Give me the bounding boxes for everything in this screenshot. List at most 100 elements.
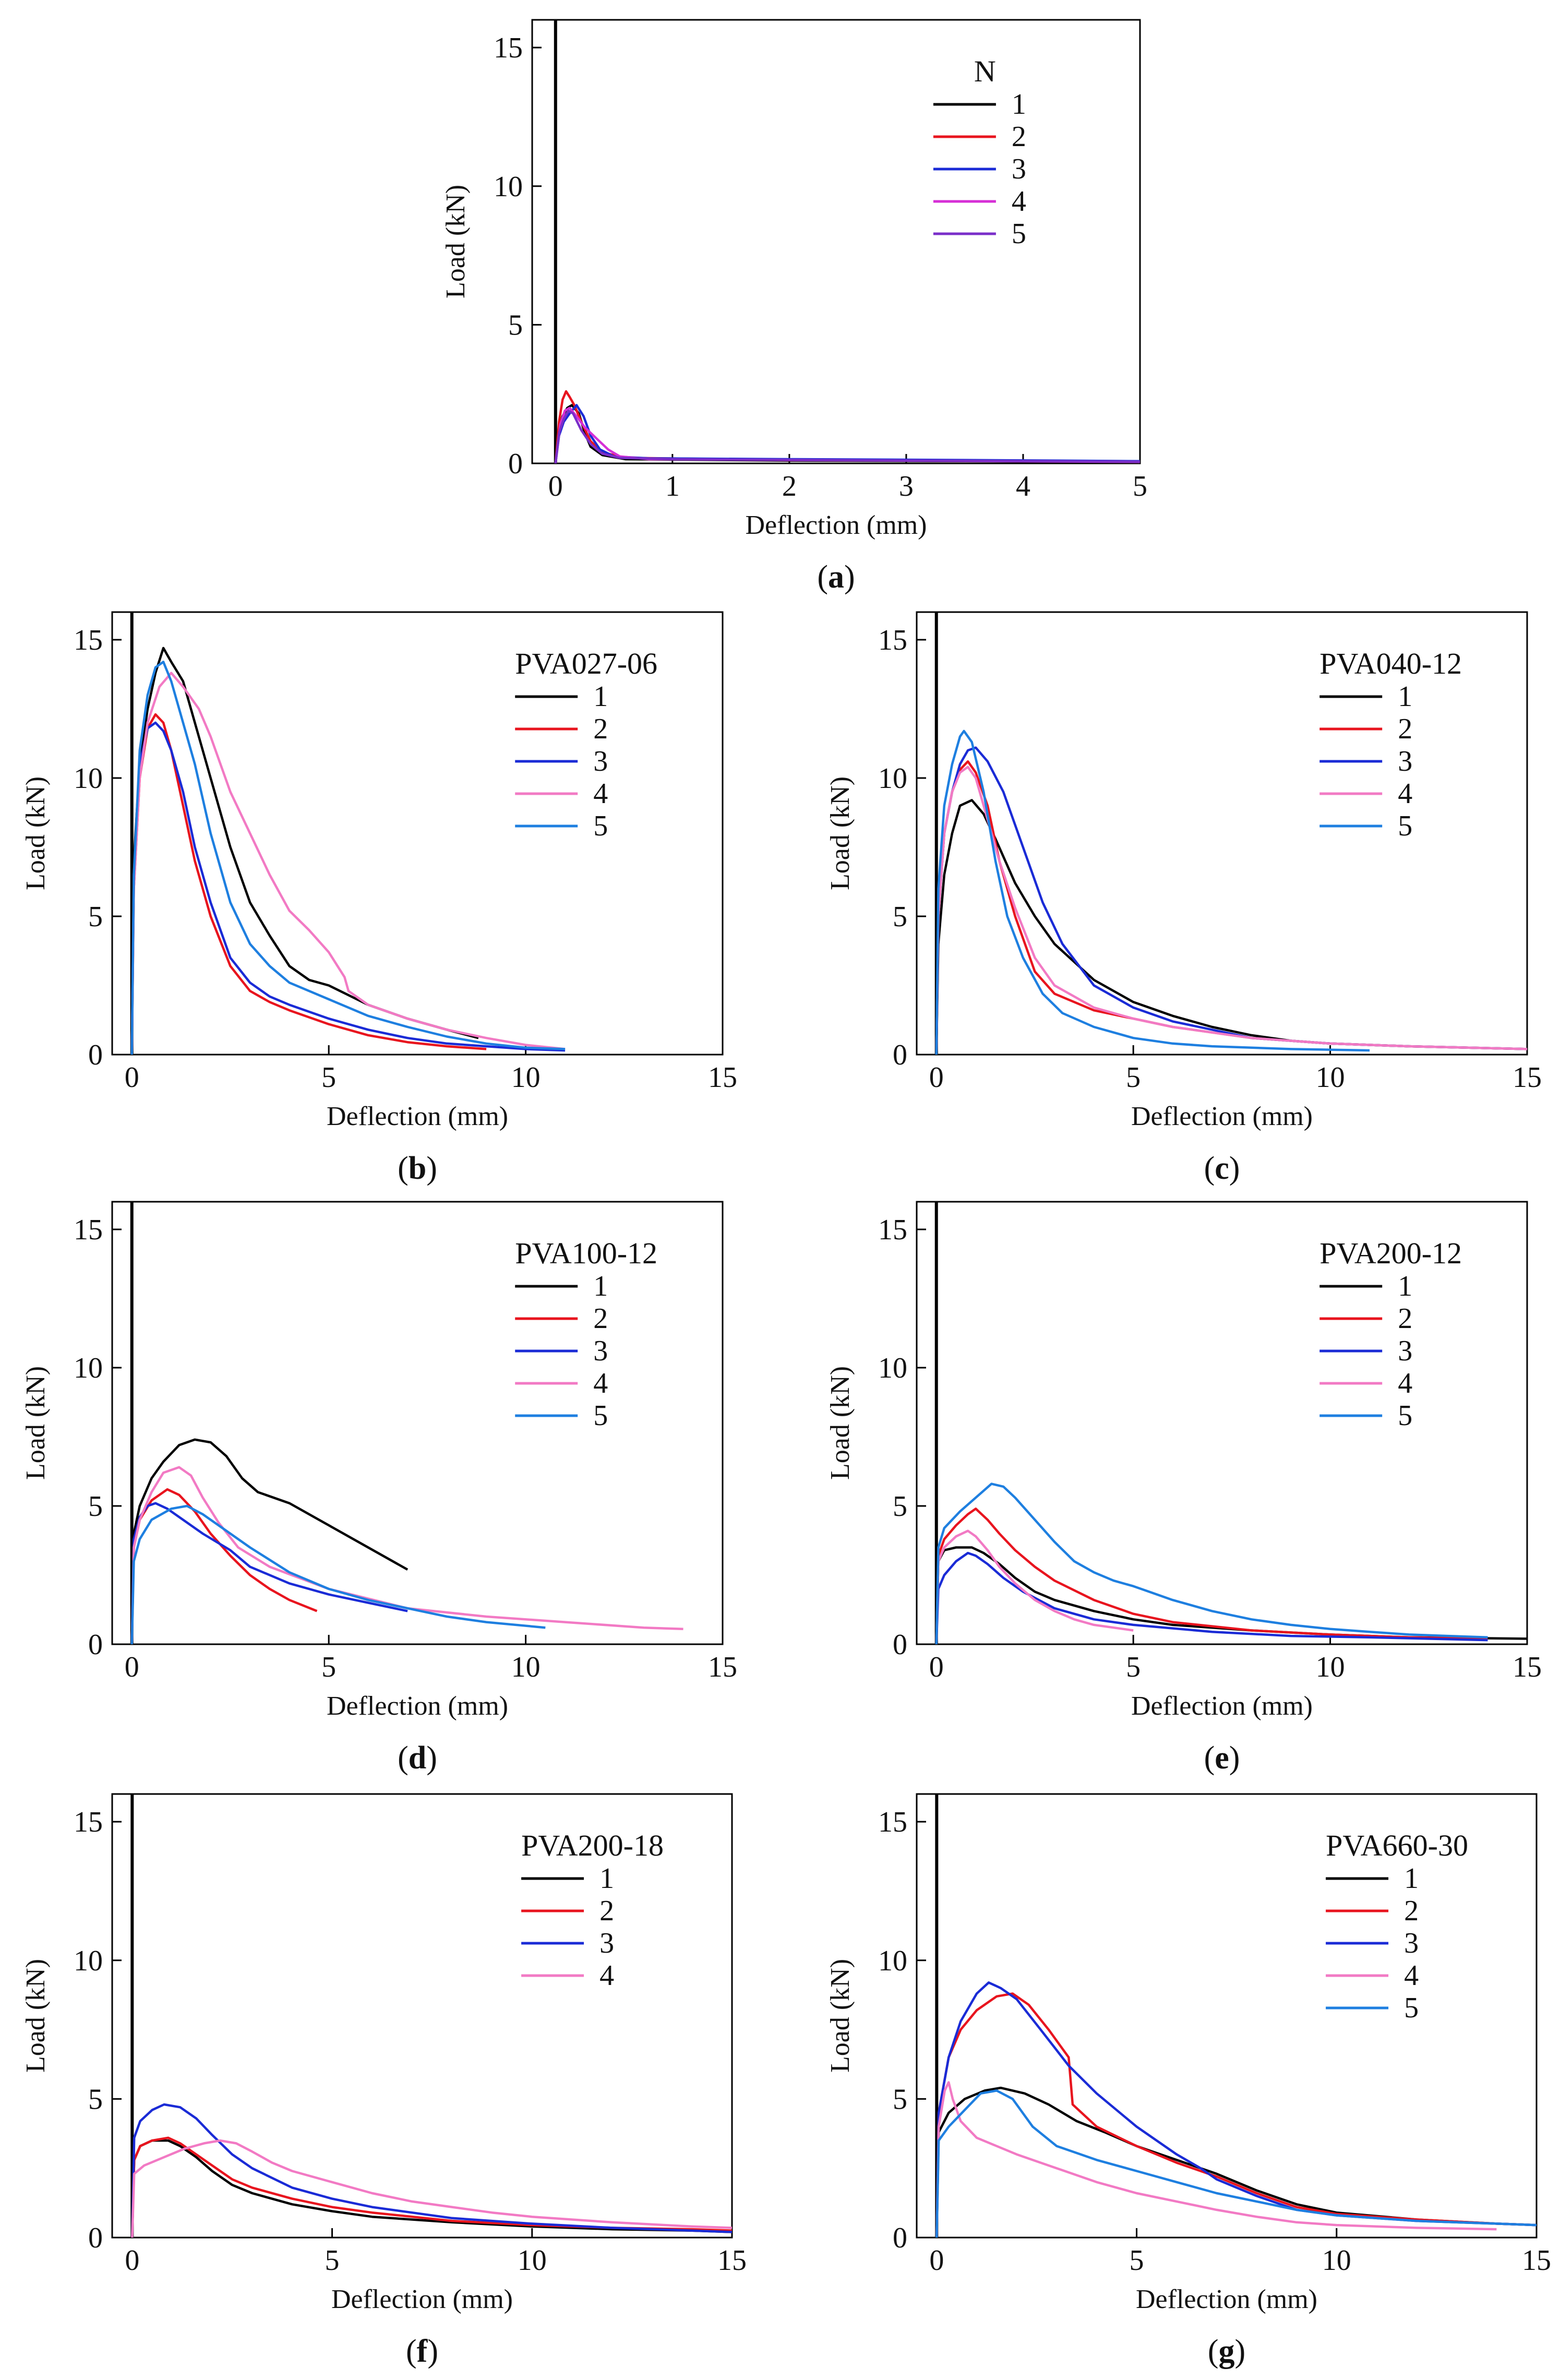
y-tick-label: 5 <box>893 1490 907 1523</box>
x-axis-label: Deflection (mm) <box>1136 2285 1317 2314</box>
y-axis-label: Load (kN) <box>21 1366 51 1480</box>
y-axis-label: Load (kN) <box>825 776 855 890</box>
x-tick-label: 1 <box>665 470 680 503</box>
plot-frame <box>531 19 1141 464</box>
caption-close: ) <box>1229 1740 1240 1776</box>
y-tick-label: 10 <box>878 762 907 795</box>
legend-label-2: 2 <box>1404 1895 1419 1927</box>
y-axis-label: Load (kN) <box>825 1959 855 2073</box>
caption-close: ) <box>844 559 855 595</box>
y-tick-label: 10 <box>74 1352 103 1384</box>
plot-frame <box>111 611 724 1056</box>
y-tick-label: 0 <box>893 2222 907 2254</box>
x-tick-label: 0 <box>125 2244 139 2277</box>
y-tick-label: 15 <box>74 1214 103 1246</box>
y-tick-label: 5 <box>88 2083 103 2115</box>
caption-letter: b <box>409 1151 426 1186</box>
series-line-4 <box>130 672 566 1055</box>
series-line-4 <box>935 2081 1497 2238</box>
x-tick-label: 5 <box>1133 470 1147 503</box>
caption-open: ( <box>398 1151 409 1186</box>
legend-label-4: 4 <box>1012 185 1026 218</box>
caption-close: ) <box>426 1740 437 1776</box>
x-tick-label: 10 <box>511 1061 541 1094</box>
plot-frame <box>111 1793 733 2239</box>
series-line-3 <box>131 2103 732 2238</box>
y-tick-label: 10 <box>878 1352 907 1384</box>
y-tick-label: 10 <box>74 1945 103 1977</box>
legend-label-2: 2 <box>1012 121 1026 153</box>
caption-open: ( <box>1204 1740 1215 1776</box>
legend-label-4: 4 <box>593 1367 608 1400</box>
series-line-2 <box>131 2136 732 2238</box>
y-tick-label: 5 <box>508 309 523 341</box>
series-line-3 <box>130 1502 408 1644</box>
legend-label-5: 5 <box>593 1400 608 1432</box>
panel-caption: (c) <box>1204 1151 1240 1186</box>
x-tick-label: 0 <box>125 1061 139 1094</box>
y-tick-label: 10 <box>878 1945 907 1977</box>
y-tick-label: 15 <box>494 32 523 64</box>
series-line-1 <box>130 647 479 1055</box>
series-line-3 <box>554 404 1140 463</box>
legend-label-2: 2 <box>593 713 608 745</box>
x-tick-label: 5 <box>1126 1061 1141 1094</box>
series-group <box>935 1981 1537 2238</box>
caption-open: ( <box>817 559 828 595</box>
x-tick-label: 15 <box>717 2244 747 2277</box>
y-tick-label: 0 <box>88 1629 103 1661</box>
plot-frame <box>916 1793 1538 2239</box>
caption-letter: f <box>417 2334 428 2369</box>
y-tick-label: 10 <box>494 171 523 203</box>
y-tick-label: 15 <box>74 624 103 656</box>
series-line-2 <box>935 760 1527 1055</box>
legend-label-1: 1 <box>593 1270 608 1302</box>
legend-title: PVA660-30 <box>1326 1828 1468 1862</box>
panel-caption: (g) <box>1208 2334 1245 2369</box>
legend-label-4: 4 <box>599 1959 614 1992</box>
series-line-1 <box>554 404 1140 463</box>
x-tick-label: 15 <box>1522 2244 1551 2277</box>
series-line-5 <box>935 729 1370 1055</box>
legend-title: PVA040-12 <box>1319 647 1462 680</box>
y-axis-label: Load (kN) <box>21 1959 51 2073</box>
x-axis-label: Deflection (mm) <box>1131 1691 1313 1721</box>
caption-open: ( <box>1204 1151 1215 1186</box>
series-line-1 <box>935 799 1527 1055</box>
series-line-2 <box>935 1508 1488 1644</box>
y-tick-label: 0 <box>893 1039 907 1071</box>
series-line-3 <box>935 1981 1537 2238</box>
caption-letter: g <box>1219 2334 1235 2369</box>
x-tick-label: 15 <box>1513 1651 1542 1683</box>
x-tick-label: 10 <box>1322 2244 1351 2277</box>
legend-label-4: 4 <box>1398 1367 1412 1400</box>
x-axis-label: Deflection (mm) <box>331 2285 513 2314</box>
x-tick-label: 10 <box>511 1651 541 1683</box>
y-tick-label: 5 <box>88 901 103 933</box>
y-tick-label: 5 <box>893 901 907 933</box>
x-axis-label: Deflection (mm) <box>327 1102 508 1131</box>
x-tick-label: 0 <box>125 1651 139 1683</box>
y-tick-label: 0 <box>88 1039 103 1071</box>
legend-label-5: 5 <box>593 810 608 842</box>
y-tick-label: 0 <box>893 1629 907 1661</box>
legend-label-3: 3 <box>1012 153 1026 185</box>
x-tick-label: 0 <box>929 2244 944 2277</box>
x-tick-label: 2 <box>782 470 797 503</box>
legend-label-2: 2 <box>593 1302 608 1335</box>
legend-label-5: 5 <box>1012 218 1026 250</box>
caption-open: ( <box>398 1740 409 1776</box>
y-tick-label: 15 <box>878 1214 907 1246</box>
x-tick-label: 10 <box>1316 1651 1345 1683</box>
legend-label-1: 1 <box>593 680 608 713</box>
series-line-2 <box>554 390 1140 463</box>
y-tick-label: 15 <box>878 1806 907 1838</box>
series-line-1 <box>935 1546 1527 1644</box>
panel-caption: (e) <box>1204 1740 1240 1776</box>
y-tick-label: 0 <box>88 2222 103 2254</box>
series-line-2 <box>130 713 487 1055</box>
